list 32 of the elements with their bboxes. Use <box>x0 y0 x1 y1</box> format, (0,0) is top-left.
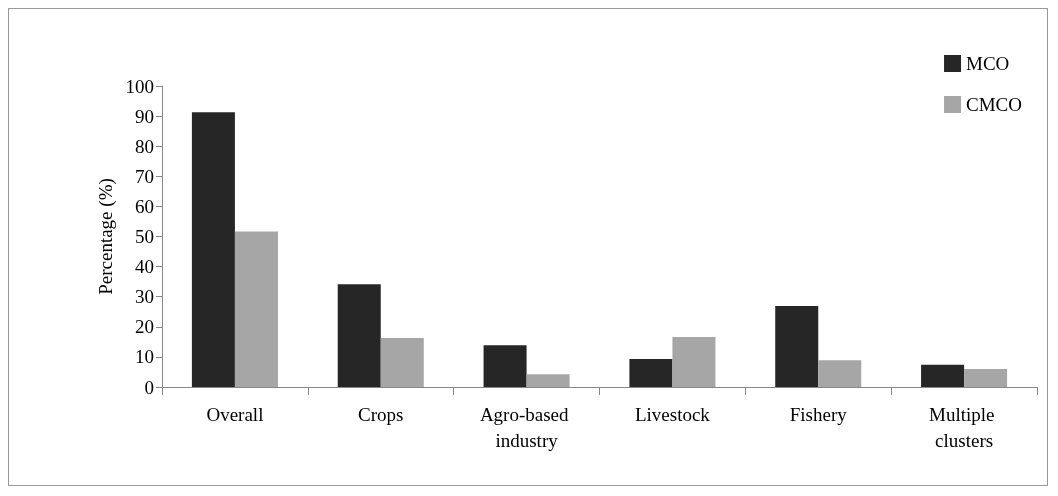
bar <box>921 364 965 387</box>
x-tick-label: Livestock <box>634 403 711 425</box>
legend-label: MCO <box>966 53 1010 74</box>
y-tick-label: 50 <box>135 226 154 247</box>
y-axis-title: Percentage (%) <box>94 178 117 295</box>
bar <box>483 345 527 387</box>
bar <box>380 337 424 387</box>
y-tick-label: 70 <box>135 165 154 187</box>
bar <box>775 306 819 387</box>
y-tick-label: 60 <box>135 195 154 217</box>
bar <box>337 284 381 387</box>
y-tick-label: 30 <box>135 286 154 308</box>
y-tick-label: 40 <box>135 256 154 278</box>
y-tick-label: 10 <box>135 346 154 368</box>
bar <box>629 359 673 387</box>
legend-label: CMCO <box>966 94 1023 115</box>
x-tick-label: Crops <box>358 403 404 425</box>
x-tick-label: Multiple clusters <box>928 403 1000 451</box>
y-tick-label: 0 <box>144 376 154 398</box>
x-tick-label: Fishery <box>789 403 848 425</box>
y-tick-label: 20 <box>135 316 154 338</box>
bar <box>964 368 1008 387</box>
y-tick-label: 80 <box>135 135 154 157</box>
y-tick-label: 100 <box>125 75 154 97</box>
bar <box>526 374 570 387</box>
bar <box>191 112 235 387</box>
y-tick-label: 90 <box>135 105 154 127</box>
x-tick-label: Overall <box>206 403 264 425</box>
bar <box>818 360 862 387</box>
x-tick-label: Agro-based industry <box>479 403 574 451</box>
bar <box>234 231 278 387</box>
bar <box>672 337 716 387</box>
